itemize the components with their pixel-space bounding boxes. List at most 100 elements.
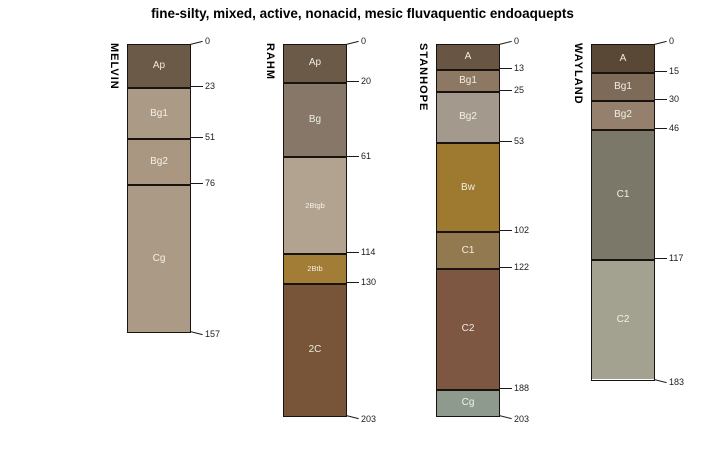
depth-tick bbox=[190, 182, 203, 184]
depth-tick bbox=[654, 98, 667, 100]
horizon-bg1: Bg1 bbox=[128, 87, 190, 139]
depth-label: 76 bbox=[205, 177, 216, 188]
depth-tick bbox=[499, 140, 512, 142]
horizon-c1: C1 bbox=[437, 231, 499, 268]
depth-label: 0 bbox=[205, 35, 211, 46]
horizon-label: Ap bbox=[152, 60, 166, 72]
profile-id-label-stanhope: STANHOPE bbox=[417, 43, 429, 112]
depth-label: 117 bbox=[669, 252, 684, 263]
horizon-label: Bg1 bbox=[150, 107, 168, 119]
depth-tick bbox=[653, 40, 667, 45]
depth-tick bbox=[499, 230, 512, 232]
horizon-bg: Bg bbox=[284, 81, 346, 157]
horizon-c2: C2 bbox=[437, 267, 499, 389]
depth-tick bbox=[654, 257, 667, 259]
depth-label: 183 bbox=[669, 377, 685, 388]
horizon-a: A bbox=[437, 45, 499, 69]
horizon-label: C1 bbox=[616, 188, 630, 200]
depth-tick bbox=[189, 40, 203, 45]
horizon-label: A bbox=[464, 50, 472, 62]
horizon-ap: Ap bbox=[284, 45, 346, 82]
depth-label: 0 bbox=[669, 35, 675, 46]
horizon-2btgb: 2Btgb bbox=[284, 156, 346, 254]
chart-title: fine-silty, mixed, active, nonacid, mesi… bbox=[151, 6, 574, 21]
profile-id-label-wayland: WAYLAND bbox=[572, 43, 584, 105]
profile-column-stanhope: A Bg1 Bg2 Bw C1 C2 Cg bbox=[436, 44, 500, 418]
horizon-ap: Ap bbox=[128, 45, 190, 88]
horizon-label: Bg2 bbox=[150, 156, 168, 168]
depth-tick bbox=[190, 137, 203, 139]
horizon-label: Bg bbox=[308, 114, 322, 126]
depth-tick bbox=[345, 40, 359, 45]
depth-label: 203 bbox=[514, 413, 530, 424]
horizon-label: Ap bbox=[308, 57, 322, 69]
depth-tick bbox=[654, 128, 667, 130]
depth-label: 0 bbox=[361, 35, 367, 46]
depth-label: 53 bbox=[514, 135, 525, 146]
horizon-label: C2 bbox=[461, 323, 475, 335]
depth-label: 25 bbox=[514, 84, 525, 95]
profile-id-label-melvin: MELVIN bbox=[108, 43, 120, 90]
depth-label: 46 bbox=[669, 123, 680, 134]
horizon-label: Bg2 bbox=[614, 109, 632, 121]
depth-tick bbox=[499, 67, 512, 69]
depth-tick bbox=[346, 155, 359, 157]
horizon-bg2: Bg2 bbox=[437, 90, 499, 142]
horizon-bg1: Bg1 bbox=[437, 68, 499, 91]
depth-tick bbox=[499, 387, 512, 389]
horizon-label: Bg1 bbox=[459, 74, 477, 86]
depth-label: 15 bbox=[669, 66, 680, 77]
depth-tick bbox=[654, 71, 667, 73]
depth-tick bbox=[346, 252, 359, 254]
horizon-bg2: Bg2 bbox=[128, 138, 190, 184]
horizon-label: Cg bbox=[461, 397, 475, 409]
depth-label: 30 bbox=[669, 93, 680, 104]
horizon-cg: Cg bbox=[128, 183, 190, 332]
horizon-bw: Bw bbox=[437, 141, 499, 232]
depth-label: 102 bbox=[514, 225, 530, 236]
depth-label: 203 bbox=[361, 413, 377, 424]
horizon-cg: Cg bbox=[437, 388, 499, 416]
horizon-label: A bbox=[619, 52, 627, 64]
horizon-label: Cg bbox=[152, 252, 166, 264]
depth-tick bbox=[346, 80, 359, 82]
profile-column-melvin: Ap Bg1 Bg2 Cg bbox=[127, 44, 191, 333]
horizon-label: Bg1 bbox=[614, 81, 632, 93]
horizon-label: 2Btb bbox=[307, 264, 323, 274]
depth-tick bbox=[190, 86, 203, 88]
profile-id-label-rahm: RAHM bbox=[264, 43, 276, 80]
depth-label: 20 bbox=[361, 75, 372, 86]
horizon-2btb: 2Btb bbox=[284, 253, 346, 283]
depth-label: 61 bbox=[361, 150, 372, 161]
depth-tick bbox=[498, 40, 512, 45]
horizon-bg1: Bg1 bbox=[592, 72, 654, 100]
horizon-bg2: Bg2 bbox=[592, 99, 654, 130]
horizon-label: C2 bbox=[616, 314, 630, 326]
depth-label: 130 bbox=[361, 276, 377, 287]
depth-tick bbox=[498, 415, 512, 420]
depth-label: 188 bbox=[514, 382, 530, 393]
horizon-label: Bw bbox=[461, 181, 475, 193]
horizon-2c: 2C bbox=[284, 282, 346, 417]
horizon-label: 2Btgb bbox=[305, 201, 325, 211]
depth-tick bbox=[346, 281, 359, 283]
depth-tick bbox=[499, 89, 512, 91]
horizon-c2: C2 bbox=[592, 258, 654, 380]
profile-column-rahm: Ap Bg 2Btgb 2Btb 2C bbox=[283, 44, 347, 418]
depth-label: 114 bbox=[361, 247, 376, 258]
horizon-c1: C1 bbox=[592, 129, 654, 259]
depth-tick bbox=[653, 378, 667, 383]
horizon-a: A bbox=[592, 45, 654, 73]
depth-tick bbox=[499, 267, 512, 269]
depth-label: 0 bbox=[514, 35, 520, 46]
depth-label: 51 bbox=[205, 132, 216, 143]
horizon-label: Bg2 bbox=[459, 111, 477, 123]
depth-label: 122 bbox=[514, 262, 530, 273]
depth-tick bbox=[345, 415, 359, 420]
horizon-label: C1 bbox=[461, 244, 475, 256]
depth-tick bbox=[189, 330, 203, 336]
profile-column-wayland: A Bg1 Bg2 C1 C2 bbox=[591, 44, 655, 381]
horizon-label: 2C bbox=[308, 344, 322, 356]
depth-label: 157 bbox=[205, 329, 221, 340]
